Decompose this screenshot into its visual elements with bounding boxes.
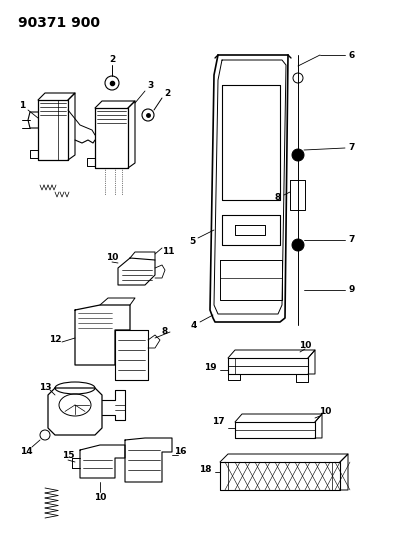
Text: 19: 19 [204,364,216,373]
Text: 12: 12 [49,335,61,344]
Text: 10: 10 [319,408,331,416]
Text: 2: 2 [164,88,170,98]
Text: 1: 1 [19,101,25,110]
Text: 17: 17 [212,417,224,426]
Text: 7: 7 [349,236,355,245]
Text: 8: 8 [162,327,168,336]
Text: 5: 5 [189,238,195,246]
Text: 13: 13 [39,384,51,392]
Text: 10: 10 [106,254,118,262]
Text: 18: 18 [199,465,211,474]
Text: 3: 3 [148,82,154,91]
Text: 4: 4 [191,321,197,330]
Circle shape [292,239,304,251]
Text: 10: 10 [94,494,106,503]
Text: 2: 2 [109,54,115,63]
Text: 10: 10 [299,341,311,350]
Text: 16: 16 [174,448,186,456]
Text: 90371 900: 90371 900 [18,16,100,30]
Text: 15: 15 [62,450,74,459]
Text: 7: 7 [349,143,355,152]
Text: 14: 14 [20,448,32,456]
Text: 6: 6 [349,51,355,60]
Circle shape [292,149,304,161]
Text: 11: 11 [162,247,174,256]
Text: 9: 9 [349,286,355,295]
Text: 8: 8 [275,193,281,203]
